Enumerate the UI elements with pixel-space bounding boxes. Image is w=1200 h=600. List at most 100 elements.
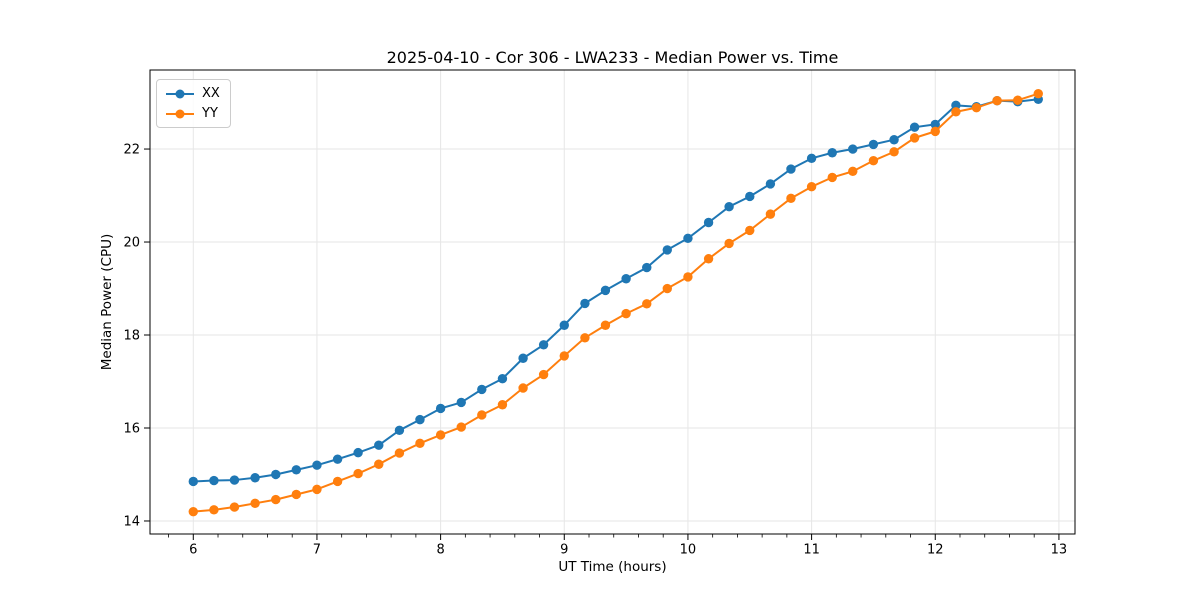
series-xx-marker [621, 274, 631, 284]
series-yy-marker [992, 95, 1002, 106]
series-yy-marker [415, 438, 425, 449]
series-yy-marker [456, 422, 466, 432]
series-yy-marker [600, 320, 611, 330]
series-yy-marker [724, 238, 734, 249]
series-xx-marker [353, 447, 363, 458]
series-xx-marker [951, 100, 961, 111]
series-xx-marker [724, 201, 734, 212]
series-xx-marker [786, 164, 796, 174]
series-xx-marker [559, 320, 569, 330]
series-xx-marker [209, 475, 219, 486]
series-yy-marker [971, 102, 982, 113]
series-yy-marker [353, 468, 363, 479]
series-yy-marker [889, 147, 899, 157]
series-xx-marker [930, 119, 940, 130]
series-yy-marker [580, 333, 590, 343]
series-yy-marker [477, 410, 487, 420]
series-xx-marker [642, 262, 652, 273]
legend-item-yy: YY [165, 105, 220, 122]
series-xx-marker [250, 473, 260, 483]
series-xx-marker [188, 476, 198, 487]
series-yy-marker [848, 166, 858, 177]
legend-line-sample-icon [166, 89, 194, 98]
legend-label-yy: YY [202, 106, 218, 121]
y-tick-label: 20 [123, 236, 140, 251]
series-xx-marker [580, 298, 590, 309]
legend: XX YY [156, 79, 231, 128]
series-yy-marker [1033, 89, 1043, 99]
x-tick-label: 7 [313, 543, 321, 558]
x-axis-label: UT Time (hours) [558, 559, 667, 575]
x-tick-label: 11 [803, 543, 820, 558]
series-xx-marker [456, 397, 466, 408]
series-yy-marker [374, 459, 384, 469]
series-xx-marker [271, 469, 281, 480]
series-yy-marker [662, 283, 672, 294]
series-yy-marker [271, 494, 281, 505]
series-xx-marker [848, 144, 858, 154]
y-tick-label: 18 [123, 329, 140, 344]
series-yy-marker [642, 299, 652, 309]
series-yy-marker [806, 181, 817, 192]
series-yy-marker [250, 498, 260, 509]
series-yy-marker [683, 272, 693, 282]
series-yy-line [192, 92, 1040, 513]
series-yy-marker [559, 351, 569, 361]
series-yy-marker [291, 489, 301, 500]
series-yy-marker [868, 155, 879, 166]
series-xx-marker [332, 454, 343, 464]
y-tick-label: 22 [123, 143, 140, 158]
series-yy-marker [518, 383, 528, 393]
chart-title: 2025-04-10 - Cor 306 - LWA233 - Median P… [386, 48, 839, 67]
series-yy-marker [209, 505, 219, 515]
series-xx-marker [806, 153, 817, 164]
series-yy-marker [786, 193, 796, 204]
series-yy-marker [435, 430, 446, 440]
series-xx-marker [745, 191, 755, 202]
series-xx-marker [600, 285, 611, 296]
series-xx-marker [497, 374, 508, 384]
series-yy-marker [1013, 95, 1023, 105]
series-xx-marker [662, 245, 672, 255]
series-yy-marker [332, 476, 343, 487]
y-tick-label: 16 [123, 421, 140, 436]
series-xx-marker [477, 384, 487, 395]
series-yy-marker [621, 308, 631, 319]
series-xx-marker [827, 148, 837, 158]
x-tick-label: 13 [1051, 543, 1068, 558]
x-tick-label: 6 [189, 543, 197, 558]
series-xx-marker [765, 179, 776, 189]
legend-label-xx: XX [202, 86, 220, 101]
series-xx-marker [312, 460, 322, 470]
series-yy-marker [745, 225, 755, 236]
series-yy-marker [909, 133, 920, 143]
series-xx-marker [683, 233, 693, 244]
series-xx-line [192, 98, 1040, 483]
series-xx-marker [703, 217, 714, 228]
series-yy-marker [497, 400, 508, 410]
series-xx-marker [868, 139, 879, 150]
series-xx-marker [538, 340, 549, 350]
series-xx-marker [889, 135, 899, 145]
legend-item-xx: XX [165, 85, 220, 102]
x-tick-label: 8 [436, 543, 444, 558]
series-yy-marker [827, 172, 837, 183]
series-xx-marker [435, 403, 446, 414]
series-xx-marker [374, 440, 384, 450]
x-tick-label: 12 [927, 543, 944, 558]
series-xx-marker [518, 353, 528, 363]
series-yy-marker [765, 209, 776, 219]
series-xx-marker [229, 475, 240, 485]
series-xx-marker [415, 414, 425, 425]
series-yy-marker [930, 126, 940, 137]
x-tick-label: 10 [680, 543, 697, 558]
y-tick-label: 14 [123, 514, 140, 529]
series-xx-marker [291, 465, 301, 475]
series-xx-marker [909, 122, 920, 132]
y-axis-label: Median Power (CPU) [99, 233, 115, 371]
series-yy-marker [703, 254, 714, 264]
legend-line-sample-icon [166, 109, 194, 118]
series-yy-marker [951, 107, 961, 117]
axes-spines [149, 69, 1076, 535]
